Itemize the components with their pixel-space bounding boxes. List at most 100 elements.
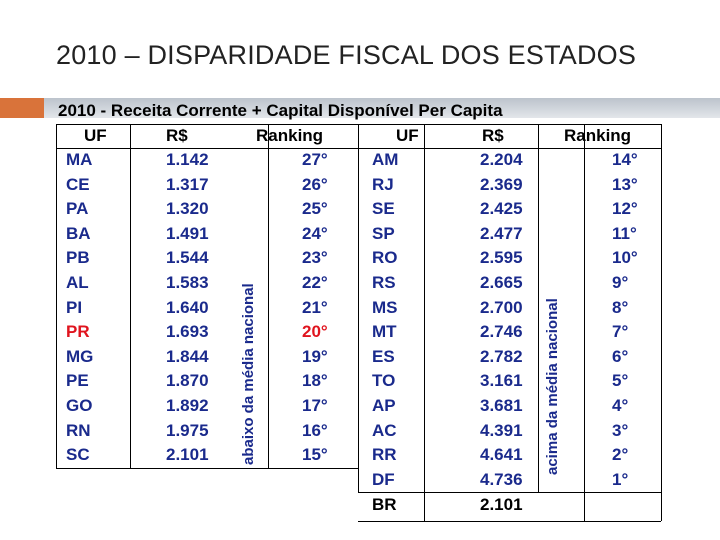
table-cell-rank: 15° [302, 445, 328, 465]
table-cell-rank: 9° [612, 273, 629, 292]
table-cell-value: 2.665 [480, 273, 523, 292]
table-cell-rank: 10° [612, 248, 638, 268]
table-cell-value: 1.317 [166, 174, 209, 194]
table-cell-rank: 7° [612, 322, 629, 342]
table-cell-value: 1.544 [166, 248, 209, 268]
table-cell-uf: GO [66, 396, 93, 415]
table-cell-rank: 12° [612, 199, 638, 219]
table-cell-rank: 14° [612, 150, 638, 169]
table-cell-value: 2.746 [480, 322, 523, 342]
table-cell-value: 4.641 [480, 445, 523, 465]
table-cell-uf: PR [66, 322, 90, 342]
table-cell-value: 2.101 [166, 445, 209, 465]
table-border [358, 492, 661, 494]
table-cell-uf: MT [372, 322, 397, 342]
table-border [538, 124, 539, 493]
total-value: 2.101 [480, 495, 523, 515]
table-border [56, 124, 661, 125]
table-cell-uf: MG [66, 346, 94, 366]
table-cell-uf: SP [372, 223, 395, 243]
table-cell-uf: AP [372, 396, 396, 415]
table-cell-uf: MS [372, 297, 398, 317]
table-cell-uf: TO [372, 371, 396, 391]
header-uf-left: UF [84, 126, 107, 145]
table-cell-rank: 26° [302, 174, 328, 194]
table-cell-value: 1.491 [166, 223, 209, 243]
table-cell-value: 2.477 [480, 223, 523, 243]
table-cell-uf: RJ [372, 174, 394, 194]
slide-title: 2010 – DISPARIDADE FISCAL DOS ESTADOS [56, 40, 637, 70]
table-cell-uf: MA [66, 150, 93, 169]
table-cell-uf: AL [66, 273, 89, 292]
table-cell-rank: 6° [612, 346, 629, 366]
table-cell-uf: PE [66, 371, 89, 391]
table-cell-uf: RN [66, 420, 91, 440]
table-cell-uf: SC [66, 445, 90, 465]
table-cell-uf: DF [372, 469, 395, 489]
table-cell-value: 1.870 [166, 371, 209, 391]
left-side-label: abaixo da média nacional [240, 283, 257, 465]
table-cell-value: 2.595 [480, 248, 523, 268]
table-cell-uf: RS [372, 273, 396, 292]
table-cell-rank: 4° [612, 396, 629, 415]
right-side-label: acima da média nacional [544, 297, 561, 475]
table-cell-rank: 11° [612, 223, 637, 243]
table-cell-rank: 23° [302, 248, 328, 268]
fiscal-table: UF R$ Ranking UF R$ Ranking MA 1.142 27° CE 1.317 2… [56, 124, 662, 522]
table-cell-value: 1.583 [166, 273, 209, 292]
table-cell-uf: RR [372, 445, 397, 465]
table-border [56, 148, 661, 149]
table-cell-rank: 3° [612, 420, 629, 440]
table-cell-rank: 22° [302, 273, 328, 292]
header-uf-right: UF [396, 126, 419, 145]
table-cell-value: 1.142 [166, 150, 209, 169]
table-cell-value: 1.975 [166, 420, 209, 440]
table-border [56, 467, 358, 469]
header-ranking-right: Ranking [564, 126, 632, 145]
table-border [358, 124, 359, 493]
table-border [130, 124, 131, 468]
table-cell-uf: PA [66, 199, 89, 219]
table-border [661, 124, 662, 521]
table-cell-value: 2.425 [480, 199, 523, 219]
table-cell-rank: 25° [302, 199, 328, 219]
table-cell-rank: 19° [302, 346, 328, 366]
table-cell-value: 2.369 [480, 174, 523, 194]
table-cell-uf: SE [372, 199, 395, 219]
table-cell-value: 3.681 [480, 396, 523, 415]
accent-bar [0, 98, 44, 118]
table-cell-value: 1.320 [166, 199, 209, 219]
table-cell-value: 2.700 [480, 297, 523, 317]
title-rule [44, 98, 720, 118]
table-cell-rank: 16° [302, 420, 328, 440]
table-cell-uf: AM [372, 150, 399, 169]
table-border [358, 521, 661, 522]
table-cell-uf: ES [372, 346, 395, 366]
table-cell-value: 4.391 [480, 420, 523, 440]
header-rs-right: R$ [482, 126, 504, 145]
table-cell-rank: 18° [302, 371, 328, 391]
table-cell-rank: 20° [302, 322, 328, 342]
table-cell-uf: CE [66, 174, 90, 194]
table-border [56, 124, 57, 468]
table-cell-rank: 27° [302, 150, 328, 169]
table-cell-rank: 2° [612, 445, 629, 465]
table-cell-rank: 5° [612, 371, 629, 391]
table-border [268, 124, 269, 468]
table-title: 2010 - Receita Corrente + Capital Dispon… [58, 101, 503, 120]
total-uf: BR [372, 495, 397, 515]
table-cell-uf: AC [372, 420, 397, 440]
table-cell-value: 1.844 [166, 346, 209, 366]
table-cell-uf: PB [66, 248, 90, 268]
table-cell-rank: 17° [302, 396, 328, 415]
header-rs-left: R$ [166, 126, 188, 145]
header-ranking-left: Ranking [256, 126, 324, 145]
table-cell-value: 4.736 [480, 469, 523, 489]
table-cell-rank: 8° [612, 297, 629, 317]
table-cell-rank: 13° [612, 174, 638, 194]
table-cell-uf: RO [372, 248, 398, 268]
table-cell-value: 2.204 [480, 150, 523, 169]
table-cell-rank: 24° [302, 223, 328, 243]
table-cell-rank: 1° [612, 469, 629, 489]
table-cell-uf: PI [66, 297, 83, 317]
